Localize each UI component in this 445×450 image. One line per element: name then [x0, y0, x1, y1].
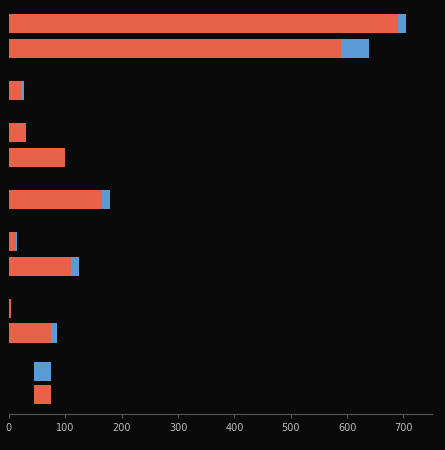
Bar: [398, 14, 406, 33]
Bar: [102, 190, 110, 209]
Bar: [341, 39, 369, 58]
Bar: [21, 81, 24, 100]
Bar: [9, 148, 65, 167]
Bar: [34, 385, 51, 405]
Bar: [9, 256, 71, 276]
Bar: [16, 232, 17, 252]
Bar: [9, 324, 51, 343]
Bar: [9, 123, 26, 143]
Bar: [9, 299, 11, 318]
Bar: [51, 324, 57, 343]
Bar: [9, 14, 398, 33]
Bar: [9, 232, 16, 252]
Bar: [9, 39, 341, 58]
Bar: [9, 81, 21, 100]
Bar: [71, 256, 79, 276]
Bar: [9, 190, 102, 209]
Bar: [34, 362, 51, 382]
